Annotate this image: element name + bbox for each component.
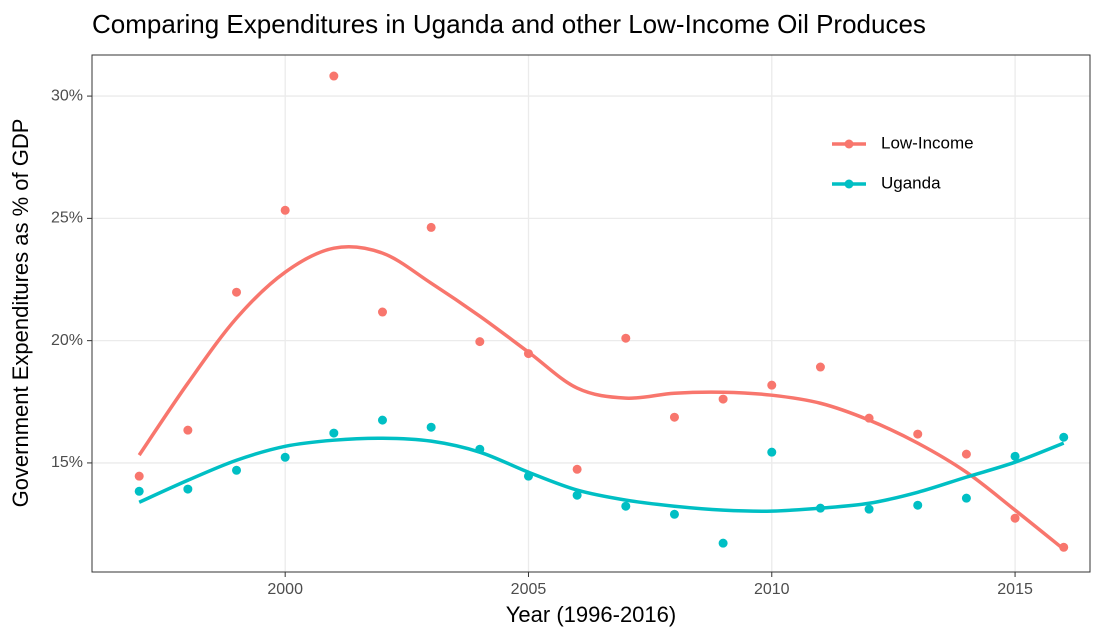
data-point bbox=[767, 447, 777, 457]
data-point bbox=[669, 509, 679, 519]
data-point bbox=[232, 287, 242, 297]
smooth-line bbox=[138, 436, 1065, 513]
data-point bbox=[913, 429, 923, 439]
y-tick-label: 30% bbox=[51, 87, 83, 104]
data-point bbox=[134, 471, 144, 481]
x-tick-label: 2005 bbox=[511, 581, 547, 598]
data-point bbox=[864, 504, 874, 514]
data-point bbox=[475, 337, 485, 347]
legend-dot bbox=[844, 139, 854, 149]
legend-label: Uganda bbox=[881, 173, 941, 192]
data-point bbox=[718, 394, 728, 404]
x-tick-label: 2000 bbox=[267, 581, 303, 598]
smooth-line bbox=[137, 245, 1065, 551]
legend-dot bbox=[844, 179, 854, 189]
data-point bbox=[183, 425, 193, 435]
data-point bbox=[913, 500, 923, 510]
chart-title: Comparing Expenditures in Uganda and oth… bbox=[92, 9, 926, 39]
data-point bbox=[815, 362, 825, 372]
data-point bbox=[329, 428, 339, 438]
data-point bbox=[377, 415, 387, 425]
y-tick-label: 15% bbox=[51, 454, 83, 471]
data-point bbox=[767, 380, 777, 390]
y-tick-label: 20% bbox=[51, 332, 83, 349]
data-point bbox=[572, 464, 582, 474]
y-axis-title: Government Expenditures as % of GDP bbox=[8, 119, 33, 508]
plot-frame bbox=[91, 54, 1091, 573]
x-tick-label: 2015 bbox=[997, 581, 1033, 598]
data-point bbox=[621, 501, 631, 511]
legend-label: Low-Income bbox=[881, 133, 974, 152]
data-point bbox=[280, 205, 290, 215]
data-point bbox=[961, 449, 971, 459]
data-point bbox=[1010, 513, 1020, 523]
data-point bbox=[572, 490, 582, 500]
data-point bbox=[426, 422, 436, 432]
data-point bbox=[718, 538, 728, 548]
data-point bbox=[232, 465, 242, 475]
data-point bbox=[183, 484, 193, 494]
data-point bbox=[280, 452, 290, 462]
data-point bbox=[621, 333, 631, 343]
data-point bbox=[961, 493, 971, 503]
data-point bbox=[329, 71, 339, 81]
data-point bbox=[377, 307, 387, 317]
data-point bbox=[1010, 451, 1020, 461]
data-point bbox=[669, 412, 679, 422]
x-tick-label: 2010 bbox=[754, 581, 790, 598]
y-tick-label: 25% bbox=[51, 210, 83, 227]
data-point bbox=[134, 486, 144, 496]
data-point bbox=[426, 222, 436, 232]
x-axis-title: Year (1996-2016) bbox=[506, 602, 676, 627]
data-point bbox=[1059, 432, 1069, 442]
